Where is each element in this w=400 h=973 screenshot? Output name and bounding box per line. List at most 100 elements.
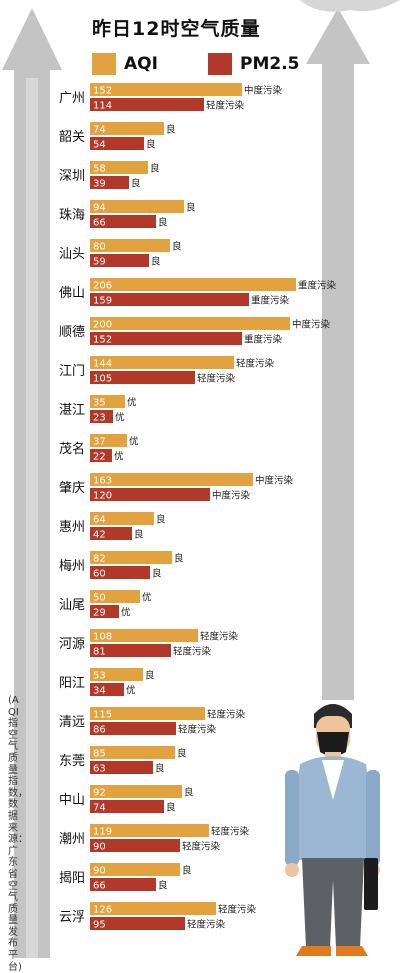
bar-pm25: [90, 293, 249, 306]
bar-value-label: 108: [93, 632, 112, 643]
bar-value-label: 74: [93, 125, 106, 136]
source-note: (AQI指空气质量指数，数据来源：广东省空气质量发布平台): [8, 695, 28, 973]
bar-aqi: [90, 122, 164, 135]
bar-aqi: [90, 434, 127, 447]
bar-pm25: [90, 761, 153, 774]
quality-level-label: 重度污染: [251, 295, 290, 307]
man-left-hand: [285, 863, 299, 877]
city-label: 云浮: [59, 910, 85, 925]
bar-value-label: 114: [93, 101, 112, 112]
bar-value-label: 152: [93, 86, 112, 97]
bar-value-label: 66: [93, 881, 106, 892]
bar-value-label: 59: [93, 257, 106, 268]
bar-aqi: [90, 785, 182, 798]
city-label: 茂名: [59, 441, 85, 457]
bar-aqi: [90, 824, 209, 837]
bar-pm25: [90, 644, 171, 657]
city-label: 清远: [59, 715, 85, 730]
cloud-shape: [300, 0, 400, 12]
quality-level-label: 良: [156, 514, 166, 526]
man-right-shoe: [336, 946, 368, 956]
bar-value-label: 81: [93, 647, 106, 658]
legend-aqi: AQI: [92, 52, 158, 76]
quality-level-label: 良: [174, 553, 184, 565]
bar-value-label: 42: [93, 530, 106, 541]
bar-value-label: 50: [93, 593, 106, 604]
bar-value-label: 163: [93, 476, 112, 487]
quality-level-label: 轻度污染: [187, 919, 226, 931]
man-left-arm: [285, 770, 299, 866]
bar-value-label: 34: [93, 686, 106, 697]
man-right-arm: [366, 770, 380, 866]
bar-aqi: [90, 356, 234, 369]
quality-level-label: 轻度污染: [218, 904, 257, 916]
quality-level-label: 良: [184, 787, 194, 799]
bar-value-label: 95: [93, 920, 106, 931]
man-shirt: [322, 760, 344, 800]
quality-level-label: 优: [129, 436, 139, 448]
bar-value-label: 200: [93, 320, 112, 331]
quality-level-label: 良: [131, 178, 141, 190]
chart-title: 昨日12时空气质量: [92, 18, 261, 40]
bar-aqi: [90, 746, 175, 759]
legend-label-pm25: PM2.5: [240, 54, 300, 74]
quality-level-label: 轻度污染: [182, 841, 221, 853]
quality-level-label: 优: [114, 451, 124, 463]
quality-level-label: 轻度污染: [211, 826, 250, 838]
city-label: 揭阳: [59, 871, 85, 886]
city-label: 湛江: [59, 403, 85, 418]
bar-pm25: [90, 566, 150, 579]
city-label: 惠州: [59, 520, 85, 535]
bar-value-label: 94: [93, 203, 106, 214]
city-label: 河源: [59, 637, 85, 652]
bar-value-label: 74: [93, 803, 106, 814]
quality-level-label: 良: [134, 529, 144, 541]
quality-level-label: 良: [158, 880, 168, 892]
bar-value-label: 82: [93, 554, 106, 565]
quality-level-label: 轻度污染: [173, 646, 212, 658]
quality-level-label: 中度污染: [255, 475, 294, 487]
bar-value-label: 22: [93, 452, 106, 463]
bar-aqi: [90, 473, 253, 486]
city-label: 广州: [59, 91, 85, 106]
bar-value-label: 92: [93, 788, 106, 799]
bar-value-label: 159: [93, 296, 112, 307]
bar-value-label: 64: [93, 515, 106, 526]
bar-aqi: [90, 590, 140, 603]
quality-level-label: 良: [166, 802, 176, 814]
bar-value-label: 39: [93, 179, 106, 190]
bar-aqi: [90, 239, 170, 252]
quality-level-label: 轻度污染: [200, 631, 239, 643]
bar-value-label: 86: [93, 725, 106, 736]
bar-pm25: [90, 254, 149, 267]
bar-pm25: [90, 98, 204, 111]
bar-value-label: 90: [93, 866, 106, 877]
quality-level-label: 轻度污染: [236, 358, 275, 370]
bar-aqi: [90, 629, 198, 642]
left-arrow-pillar-inner: [26, 78, 38, 958]
city-label: 佛山: [59, 286, 85, 301]
bar-aqi: [90, 200, 184, 213]
quality-level-label: 轻度污染: [207, 709, 246, 721]
bar-aqi: [90, 707, 205, 720]
bar-value-label: 206: [93, 281, 112, 292]
bar-pm25: [90, 371, 195, 384]
bar-pm25: [90, 410, 113, 423]
bar-value-label: 115: [93, 710, 112, 721]
bar-pm25: [90, 839, 180, 852]
legend-pm25: PM2.5: [208, 52, 300, 76]
quality-level-label: 良: [155, 763, 165, 775]
city-label: 珠海: [59, 208, 85, 223]
bar-value-label: 29: [93, 608, 106, 619]
bar-aqi: [90, 317, 290, 330]
city-label: 韶关: [59, 129, 85, 145]
city-label: 汕尾: [59, 598, 85, 613]
bar-aqi: [90, 278, 296, 291]
quality-level-label: 中度污染: [212, 490, 251, 502]
bar-pm25: [90, 176, 129, 189]
bar-value-label: 23: [93, 413, 106, 424]
legend-swatch-aqi: [92, 53, 116, 75]
man-pants: [302, 858, 364, 948]
bar-aqi: [90, 395, 125, 408]
